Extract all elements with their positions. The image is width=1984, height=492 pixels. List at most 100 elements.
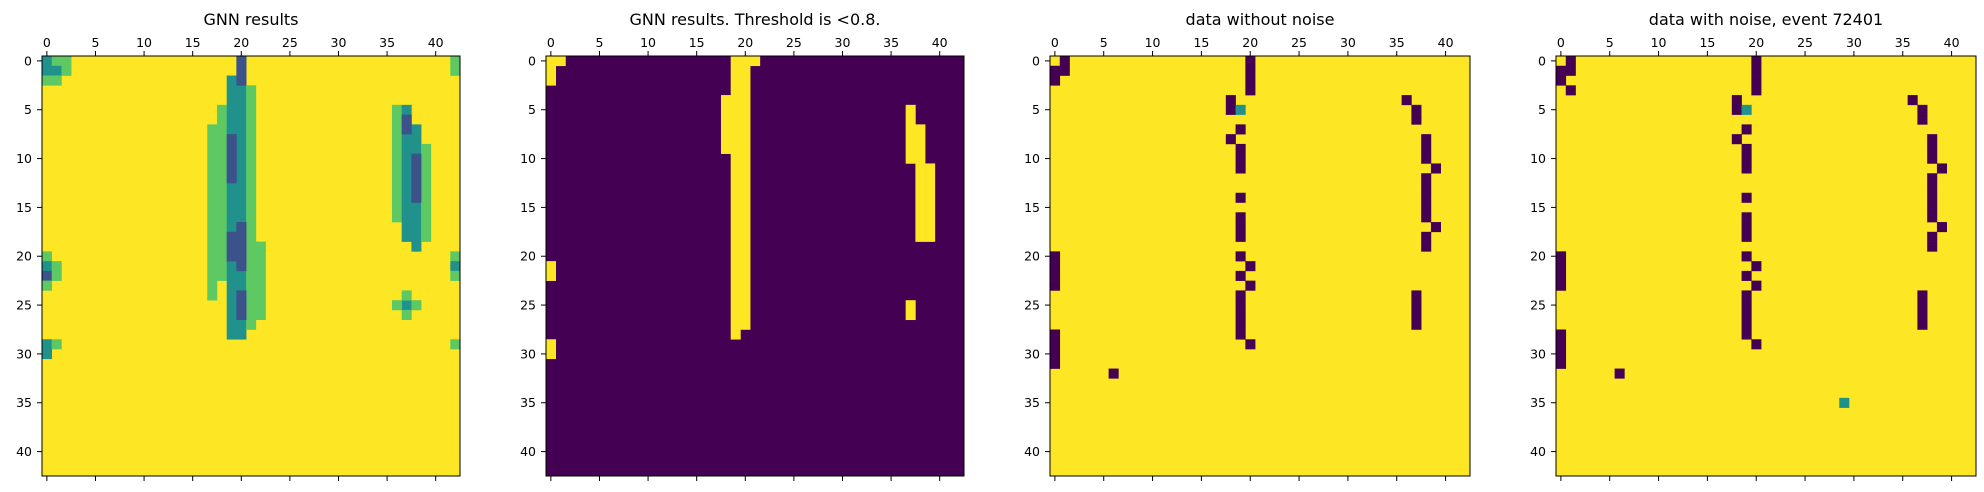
x-tick-label: 30 — [835, 35, 851, 50]
x-tick-label: 0 — [547, 35, 555, 50]
y-tick-label: 10 — [520, 151, 536, 166]
heatmap-cell — [1927, 153, 1938, 164]
axes: 0 5 10 15 20 25 30 35 40 0 5 10 15 20 25 30 35 40 — [16, 35, 461, 481]
heatmap-cell — [1731, 95, 1742, 106]
panel-title: data without noise — [1186, 10, 1335, 29]
y-tick-label: 5 — [1032, 102, 1040, 117]
heatmap-band — [720, 95, 731, 154]
heatmap-cell — [1421, 212, 1432, 223]
heatmap-cell — [1235, 163, 1246, 174]
y-tick-label: 35 — [520, 395, 536, 410]
y-tick-label: 0 — [528, 53, 536, 68]
panel-title: data with noise, event 72401 — [1649, 10, 1883, 29]
heatmap-cell — [1927, 241, 1938, 252]
y-tick-label: 30 — [520, 346, 536, 361]
heatmap-band — [925, 163, 936, 242]
heatmap-cell — [51, 56, 62, 67]
heatmap-cell — [1411, 309, 1422, 321]
heatmap-cell — [1421, 182, 1432, 194]
heatmap-cell — [51, 65, 62, 76]
heatmap-band — [226, 231, 237, 262]
heatmap-cell — [1917, 104, 1928, 115]
heatmap-cell — [1421, 173, 1432, 184]
heatmap-cell — [51, 75, 62, 86]
heatmap-cell — [1421, 202, 1432, 213]
heatmap-band — [246, 85, 257, 330]
heatmap-cell — [1235, 192, 1246, 203]
heatmap-band — [740, 56, 751, 330]
heatmap-cell — [1411, 300, 1422, 311]
heatmap-cell — [1411, 319, 1422, 330]
axes-frame — [545, 55, 965, 477]
heatmap-cell — [1430, 163, 1441, 174]
heatmap-band — [750, 56, 761, 67]
heatmap-band — [915, 124, 926, 242]
heatmap-cell — [1917, 319, 1928, 330]
heatmap-band — [546, 339, 557, 360]
y-tick-label: 15 — [1024, 200, 1040, 215]
heatmap-cell — [1235, 212, 1246, 223]
y-tick-label: 20 — [520, 249, 536, 264]
heatmap-band — [730, 56, 741, 340]
panel-gnn-threshold: GNN results. Threshold is <0.8. 0 5 10 15 20… — [520, 10, 965, 481]
heatmap-cell — [450, 339, 461, 350]
heatmap-band — [546, 261, 557, 281]
heatmap-cell — [1741, 231, 1752, 242]
heatmap-band — [905, 300, 916, 321]
heatmap-cell — [1421, 241, 1432, 252]
heatmap-cell — [1565, 65, 1576, 76]
x-tick-label: 10 — [1651, 35, 1667, 50]
heatmap-band — [401, 114, 412, 135]
y-tick-label: 10 — [1024, 151, 1040, 166]
heatmap-cell — [1050, 280, 1061, 291]
heatmap-cell — [1225, 95, 1236, 106]
heatmap-cell — [1741, 212, 1752, 223]
x-tick-label: 35 — [1389, 35, 1405, 50]
heatmap-cell — [1556, 358, 1567, 369]
x-tick-label: 0 — [1051, 35, 1059, 50]
heatmap-cell — [1917, 114, 1928, 125]
heatmap-cell — [42, 261, 53, 272]
heatmap-cell — [1245, 85, 1256, 96]
x-tick-label: 30 — [1340, 35, 1356, 50]
y-tick-label: 25 — [1530, 298, 1546, 313]
heatmap-cell — [42, 75, 53, 86]
heatmap-cell — [1927, 182, 1938, 194]
y-tick-label: 20 — [1530, 249, 1546, 264]
heatmap-cell — [1741, 143, 1752, 154]
x-tick-label: 25 — [282, 35, 298, 50]
x-tick-label: 35 — [1895, 35, 1911, 50]
y-tick-label: 25 — [520, 298, 536, 313]
heatmap-cell — [1556, 349, 1567, 360]
x-tick-label: 20 — [1242, 35, 1258, 50]
heatmap-cell — [1741, 329, 1752, 340]
y-tick-label: 35 — [16, 395, 32, 410]
heatmap-band — [546, 56, 557, 86]
x-tick-label: 15 — [1193, 35, 1209, 50]
x-tick-label: 0 — [1557, 35, 1565, 50]
heatmap-cell — [1927, 212, 1938, 223]
heatmap-cell — [1421, 231, 1432, 242]
heatmap-cell — [1050, 270, 1061, 281]
heatmap-cell — [1741, 290, 1752, 301]
y-tick-label: 15 — [16, 200, 32, 215]
y-tick-label: 30 — [1024, 346, 1040, 361]
x-tick-label: 20 — [737, 35, 753, 50]
heatmap-cell — [1050, 65, 1061, 76]
heatmap-cell — [61, 56, 72, 67]
heatmap-cell — [1411, 104, 1422, 115]
heatmap-cell — [51, 270, 62, 281]
y-tick-label: 0 — [1538, 53, 1546, 68]
x-tick-label: 5 — [1606, 35, 1614, 50]
heatmap-cell — [1050, 75, 1061, 86]
heatmap-cell — [1235, 124, 1246, 135]
heatmap-cells — [546, 56, 964, 476]
heatmap-cell — [1927, 143, 1938, 154]
y-tick-label: 10 — [1530, 151, 1546, 166]
heatmap-cell — [1927, 192, 1938, 203]
heatmap-cell — [1751, 280, 1762, 291]
x-tick-label: 30 — [1846, 35, 1862, 50]
heatmap-cell — [1751, 75, 1762, 86]
heatmap-background — [546, 56, 964, 476]
